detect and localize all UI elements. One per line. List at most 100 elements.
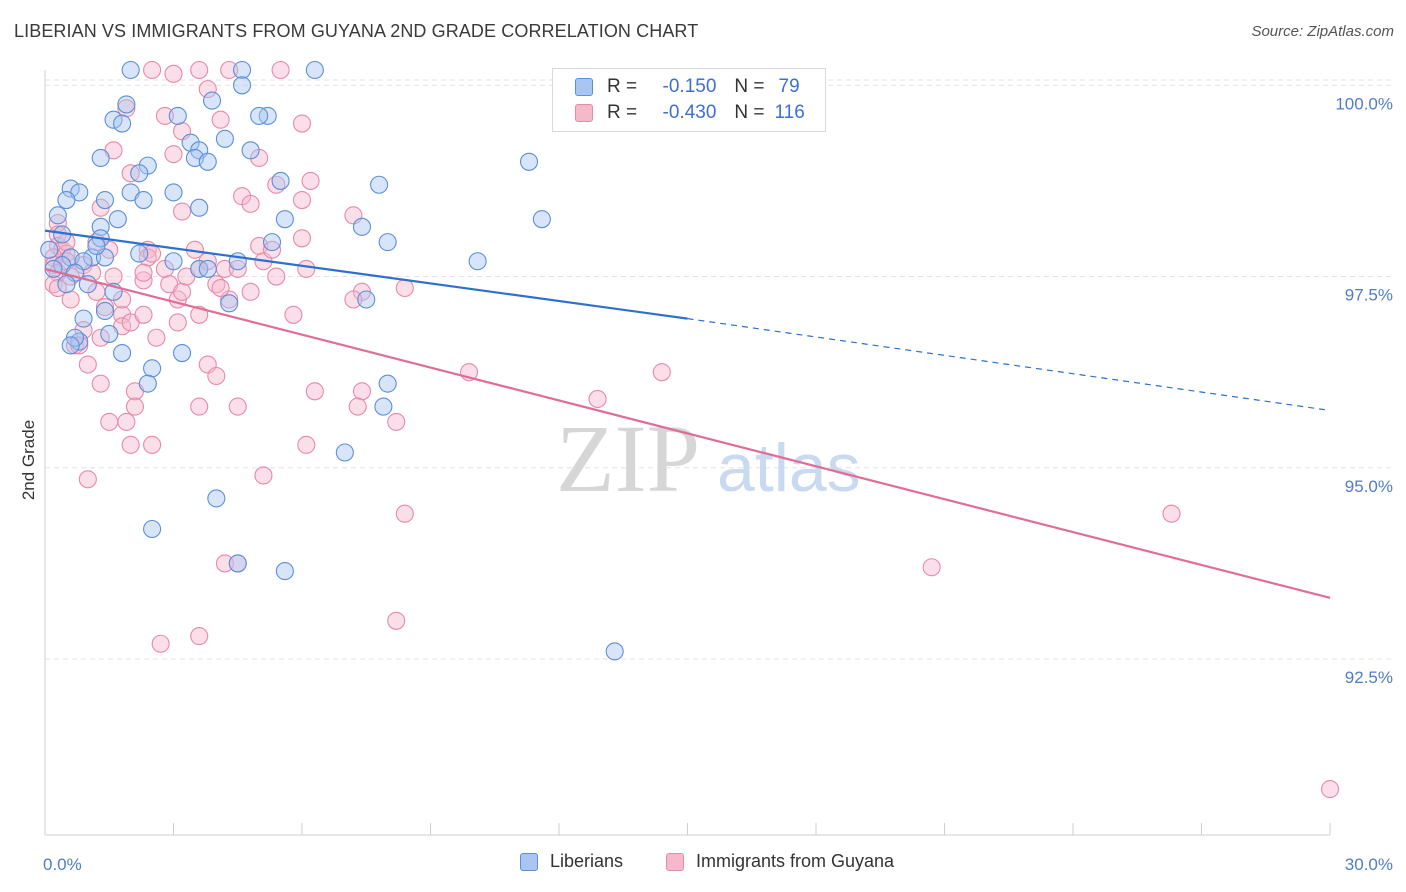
guyana-point	[241, 194, 260, 213]
liberian-point	[262, 233, 282, 252]
guyana-point	[297, 435, 316, 454]
guyana-point	[588, 389, 607, 409]
liberian-point	[121, 60, 140, 80]
bottom-legend-swatch-pink	[666, 852, 684, 871]
liberian-point	[130, 244, 149, 263]
guyana-point	[305, 382, 324, 401]
guyana-point	[211, 110, 230, 129]
legend-swatch-pink	[575, 104, 593, 122]
watermark-zip: ZIP	[556, 405, 700, 512]
liberian-point	[168, 106, 187, 125]
liberian-point	[228, 554, 247, 573]
liberian-point	[220, 294, 239, 313]
x-tick-label-min: 0.0%	[43, 855, 82, 874]
guyana-point	[91, 328, 110, 347]
guyana-point	[134, 305, 153, 324]
legend-r-label: R =	[607, 102, 638, 123]
liberian-point	[113, 343, 132, 363]
guyana-point	[387, 611, 406, 630]
guyana-point	[143, 60, 162, 80]
guyana-point	[241, 282, 260, 301]
guyana-point	[190, 60, 209, 80]
chart-title: LIBERIAN VS IMMIGRANTS FROM GUYANA 2ND G…	[14, 21, 699, 41]
guyana-point	[61, 290, 80, 309]
liberian-point	[378, 233, 397, 252]
watermark-atlas: atlas	[717, 430, 861, 506]
legend-swatch-blue	[575, 78, 593, 96]
guyana-point	[151, 634, 170, 653]
liberian-point	[143, 359, 162, 378]
liberian-point	[95, 191, 115, 210]
liberian-point	[374, 397, 393, 416]
guyana-point	[348, 397, 367, 416]
liberian-point	[378, 374, 397, 393]
guyana-point	[155, 106, 174, 125]
legend-n-label: N =	[734, 76, 765, 97]
guyana-point	[207, 366, 226, 386]
legend-r-value: -0.430	[662, 102, 717, 123]
guyana-point	[121, 435, 140, 454]
liberian-point	[61, 179, 80, 198]
liberian-trendline-extension	[687, 318, 1331, 412]
guyana-point	[134, 271, 153, 290]
liberian-point	[104, 110, 123, 129]
guyana-point	[1162, 504, 1181, 523]
liberian-point	[164, 252, 183, 271]
x-tick-label-max: 30.0%	[1345, 855, 1393, 874]
guyana-point	[395, 504, 414, 523]
guyana-trendline	[44, 267, 1331, 599]
guyana-point	[104, 267, 123, 286]
liberian-point	[605, 642, 624, 661]
liberian-point	[190, 198, 209, 217]
liberian-point	[48, 206, 67, 225]
legend-r-label: R =	[607, 76, 638, 97]
liberian-point	[134, 191, 153, 210]
liberian-point	[173, 343, 192, 363]
liberian-point	[519, 152, 539, 171]
liberian-point	[352, 217, 372, 236]
guyana-point	[292, 191, 312, 210]
guyana-point	[190, 627, 209, 646]
liberian-point	[305, 60, 324, 80]
guyana-point	[395, 278, 414, 298]
liberian-point	[275, 210, 294, 229]
guyana-point	[284, 305, 303, 324]
guyana-point	[164, 64, 183, 83]
y-tick-label: 92.5%	[1345, 668, 1393, 687]
liberian-point	[95, 301, 115, 321]
guyana-point	[198, 80, 217, 99]
guyana-point	[91, 374, 110, 393]
liberian-point	[87, 236, 106, 255]
y-tick-label: 95.0%	[1345, 477, 1393, 496]
bottom-legend-label: Liberians	[550, 851, 624, 871]
liberian-point	[108, 210, 127, 229]
legend: R = -0.150 N = 79 R = -0.430 N = 116	[552, 68, 826, 132]
guyana-point	[228, 397, 247, 416]
liberian-point	[74, 309, 93, 328]
guyana-point	[228, 259, 247, 278]
liberian-point	[357, 290, 376, 309]
y-tick-label: 97.5%	[1345, 286, 1393, 305]
guyana-point	[220, 60, 239, 80]
liberian-point	[40, 240, 59, 259]
liberian-point	[207, 489, 226, 508]
liberian-point	[61, 336, 80, 355]
liberian-point	[143, 519, 162, 539]
guyana-point	[254, 466, 273, 485]
liberian-point	[138, 374, 157, 393]
liberian-point	[130, 164, 149, 183]
liberian-point	[532, 210, 551, 229]
bottom-legend-label: Immigrants from Guyana	[696, 851, 895, 871]
legend-n-value: 116	[774, 102, 805, 123]
guyana-point	[387, 412, 406, 431]
liberian-point	[370, 175, 389, 194]
guyana-point	[215, 554, 234, 573]
guyana-point	[211, 278, 230, 298]
legend-n-label: N =	[734, 102, 765, 123]
liberian-point	[83, 248, 102, 267]
liberian-point	[232, 76, 252, 95]
guyana-point	[125, 397, 144, 416]
source-label: Source: ZipAtlas.com	[1251, 23, 1394, 40]
liberian-point	[117, 95, 136, 114]
guyana-point	[190, 397, 209, 416]
